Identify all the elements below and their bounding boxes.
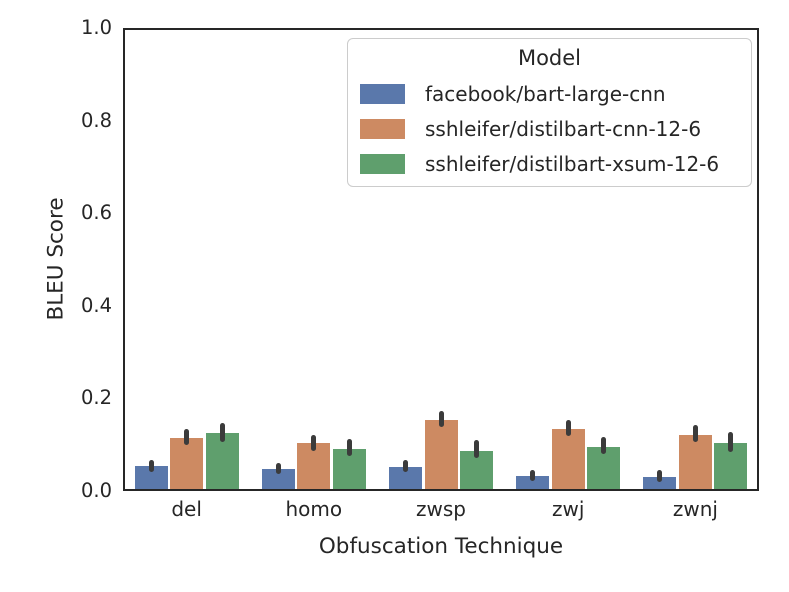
bar [332, 449, 366, 491]
legend-swatch [360, 83, 405, 104]
legend-swatch [360, 118, 405, 139]
y-tick-label: 0.6 [80, 201, 112, 225]
x-tick-label: homo [285, 497, 343, 521]
error-bar [692, 424, 698, 442]
bar [551, 429, 585, 491]
error-bar [184, 428, 190, 446]
legend-item: facebook/bart-large-cnn [348, 76, 751, 111]
legend-item: sshleifer/distilbart-cnn-12-6 [348, 111, 751, 146]
legend-items: facebook/bart-large-cnn sshleifer/distilb… [348, 76, 751, 181]
legend-title: Model [517, 46, 582, 70]
legend-item-label: sshleifer/distilbart-cnn-12-6 [425, 116, 702, 141]
y-tick-label: 0.2 [80, 386, 112, 410]
legend-item-label: sshleifer/distilbart-xsum-12-6 [425, 151, 720, 176]
error-bar [275, 462, 281, 475]
error-bar [728, 431, 734, 452]
error-bar [219, 422, 225, 443]
bar [170, 437, 204, 491]
error-bar [565, 420, 571, 436]
legend-item-label: facebook/bart-large-cnn [425, 81, 666, 106]
error-bar [346, 439, 352, 456]
bar [205, 433, 239, 491]
x-axis-label: Obfuscation Technique [318, 534, 564, 559]
x-tick-label: zwnj [672, 497, 718, 521]
bar [516, 476, 550, 491]
legend: Model facebook/bart-large-cnn sshleifer/d… [347, 38, 752, 187]
plot-area [123, 28, 759, 491]
error-bar [311, 435, 317, 451]
y-tick-label: 1.0 [80, 16, 112, 39]
error-bar [601, 437, 607, 454]
x-tick-label: zwj [551, 497, 585, 521]
y-tick-label: 0.0 [80, 479, 112, 502]
error-bar [530, 469, 536, 481]
legend-swatch [360, 153, 405, 174]
bar [297, 442, 331, 491]
bar [587, 446, 621, 491]
error-bar [148, 459, 154, 472]
error-bar [403, 460, 408, 472]
bar [643, 476, 677, 491]
bar [424, 420, 458, 491]
error-bar [474, 440, 479, 459]
x-tick-label: del [171, 497, 202, 521]
bar [261, 469, 295, 491]
legend-item: sshleifer/distilbart-xsum-12-6 [348, 146, 751, 181]
x-tick-label: zwsp [416, 497, 466, 521]
bar [678, 434, 712, 491]
y-tick-label: 0.8 [80, 108, 112, 132]
error-bar [657, 470, 663, 482]
error-bar [438, 410, 444, 427]
y-tick-label: 0.4 [80, 293, 112, 317]
